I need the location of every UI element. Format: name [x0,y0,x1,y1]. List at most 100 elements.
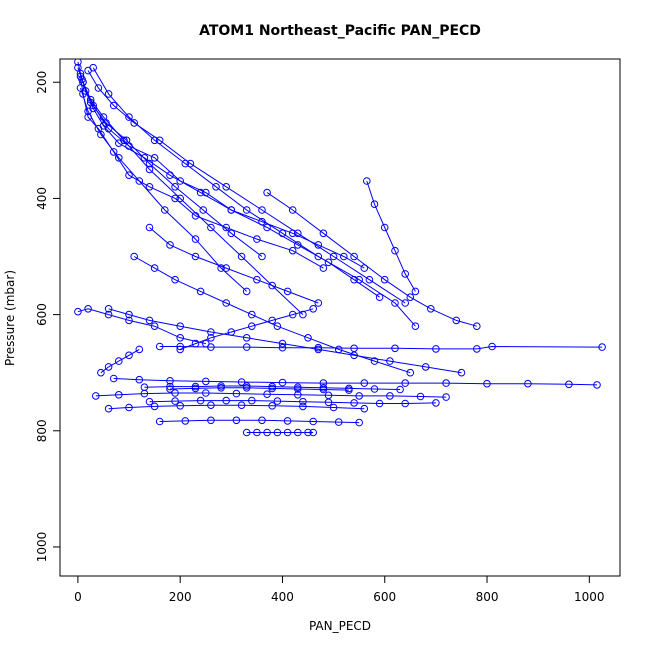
data-point [196,396,205,405]
data-point [360,379,369,387]
data-point [102,119,110,127]
data-point [273,322,282,331]
x-tick-label: 800 [476,590,499,604]
data-point [181,417,190,425]
data-point [104,363,113,371]
profile-series [89,63,420,331]
y-tick-label: 1000 [35,532,49,563]
data-point [176,177,184,185]
data-point [166,171,174,179]
data-point [294,383,302,392]
data-point [135,345,144,354]
data-point [411,287,420,296]
data-point [370,385,379,393]
data-point [355,418,364,427]
data-point [176,402,184,410]
data-point [304,428,312,437]
data-point [375,399,384,408]
data-point [217,382,225,390]
y-tick-label: 200 [35,71,49,94]
data-point [125,351,133,360]
data-point [115,154,123,162]
series-line [113,378,598,386]
data-point [104,90,113,98]
data-point [171,275,179,284]
data-point [207,334,215,342]
data-point [309,428,318,437]
x-tick-label: 0 [74,590,82,604]
data-point [207,223,215,232]
series-line [92,67,416,327]
plot-frame [59,58,621,577]
data-point [78,75,86,84]
data-point [207,416,215,425]
series-line [95,392,447,398]
data-point [104,404,113,413]
data-point [248,322,256,331]
profile-series [76,84,251,296]
data-point [329,403,338,412]
x-axis-label: PAN_PECD [309,619,371,633]
data-point [150,136,159,145]
data-point [268,402,277,410]
profile-series [109,374,601,389]
series-line [87,70,406,304]
data-point [391,246,399,255]
data-point [74,63,82,72]
data-point [109,374,118,383]
data-point [207,401,215,410]
data-point [125,316,133,325]
data-point [314,343,323,352]
data-point [294,428,302,437]
data-point [263,390,271,399]
data-point [253,235,261,243]
data-point [222,264,230,272]
profile-series [242,428,318,437]
data-point [363,177,371,185]
data-point [324,398,333,407]
data-point [288,310,297,319]
data-point [309,417,318,426]
data-point [299,402,307,411]
data-point [166,377,174,385]
data-point [145,223,154,232]
data-point [145,397,154,406]
data-point [109,101,118,110]
data-point [309,305,318,313]
data-point [319,384,328,392]
data-point [212,183,220,191]
data-point [406,368,415,377]
series-line [80,87,248,292]
series-line [133,256,411,374]
data-point [176,194,184,203]
y-tick-label: 600 [35,303,49,326]
data-point [421,363,430,371]
profile-series [76,72,328,272]
data-point [202,389,210,397]
data-point [598,343,606,351]
data-point [442,393,450,401]
data-point [155,417,164,426]
data-point [97,130,105,139]
data-point [74,59,82,66]
data-point [242,206,251,214]
data-point [104,305,113,313]
series-line [266,192,477,327]
profile-series [140,382,404,394]
data-point [365,275,374,284]
data-point [161,206,169,214]
series-line [159,345,603,350]
data-point [294,229,302,238]
series-line [149,227,319,304]
data-point [314,299,323,307]
data-point [196,287,205,296]
data-point [350,399,358,407]
data-point [191,382,200,391]
data-point [340,252,348,261]
data-point [242,334,251,342]
data-point [242,287,251,296]
data-point [145,165,154,174]
data-point [176,322,184,331]
data-point [237,252,246,261]
data-point [227,206,236,214]
